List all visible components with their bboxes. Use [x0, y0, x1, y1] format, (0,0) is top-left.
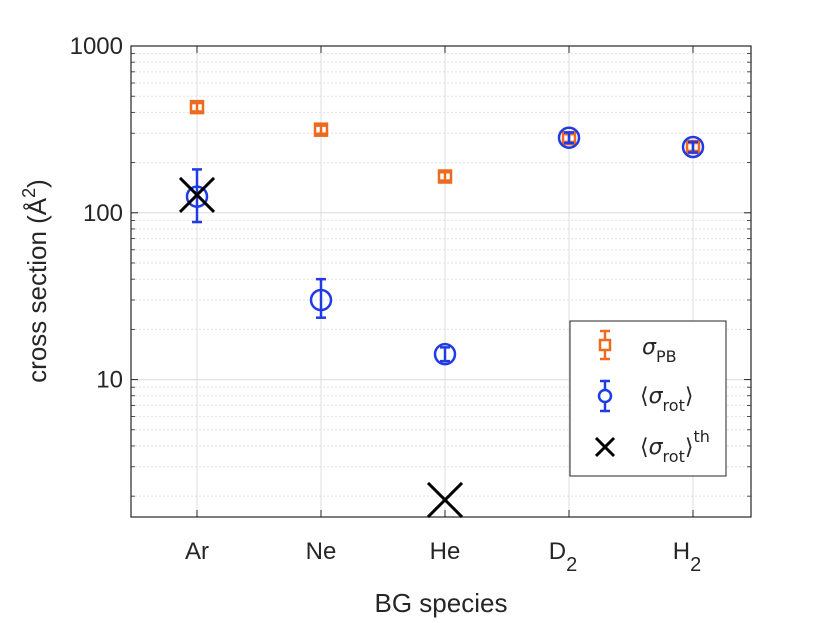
rot-point [309, 288, 333, 312]
legend-th-sup: th [693, 427, 709, 446]
x-axis-label: BG species [375, 588, 508, 618]
y-axis-label-close: ) [22, 179, 52, 188]
rot-point [557, 126, 581, 149]
x-ticks: Ar Ne He D2 H2 [185, 46, 701, 576]
legend-label-rot: ⟨σrot⟩ [640, 384, 693, 415]
x-tick-label: Ne [306, 538, 337, 565]
legend-th-close: ⟩ [685, 435, 694, 460]
pb-point [437, 169, 453, 184]
legend-box [569, 320, 727, 477]
legend-pb-symbol: σ [642, 335, 657, 360]
y-tick-label: 10 [96, 367, 123, 394]
legend-rot-open: ⟨ [640, 384, 649, 409]
x-tick-label: He [430, 538, 461, 565]
legend-th-open: ⟨ [640, 435, 649, 460]
plot-frame [130, 45, 752, 518]
legend-markers [594, 329, 616, 458]
legend-pb-marker [598, 338, 612, 352]
legend-th-symbol: σ [649, 435, 664, 460]
y-axis-label-power: 2 [19, 188, 39, 198]
y-axis-label: cross section (Å2) [19, 179, 52, 383]
pb-point [189, 99, 205, 115]
y-tick-label: 100 [83, 200, 123, 227]
rot-point [681, 135, 705, 159]
legend-rot-sub: rot [663, 396, 685, 415]
legend-label-rot-th: ⟨σrot⟩th [640, 427, 710, 466]
legend-rot-close: ⟩ [685, 384, 694, 409]
legend: σPB ⟨σrot⟩ ⟨σrot⟩th [569, 320, 727, 477]
pb-point [313, 122, 329, 137]
y-tick-label: 1000 [70, 33, 123, 60]
rot-point [185, 185, 209, 208]
y-ticks: 10 100 1000 [70, 33, 751, 497]
x-tick-label: Ar [185, 538, 209, 565]
minor-grid [131, 53, 751, 497]
x-tick-label: H2 [673, 538, 701, 576]
legend-pb-sub: PB [656, 347, 677, 366]
x-tick-label: D2 [549, 538, 577, 576]
legend-rot-marker [597, 388, 613, 404]
data-marks [178, 99, 705, 518]
legend-label-pb: σPB [642, 335, 677, 366]
y-axis-label-unit: Å [22, 197, 52, 215]
rot-th-point [178, 176, 216, 213]
legend-rot-symbol: σ [649, 384, 664, 409]
rot-point [433, 342, 457, 366]
legend-th-sub: rot [663, 447, 685, 466]
legend-th-marker [594, 436, 616, 458]
rot-th-point [426, 481, 464, 518]
y-axis-label-text: cross section ( [22, 215, 52, 383]
